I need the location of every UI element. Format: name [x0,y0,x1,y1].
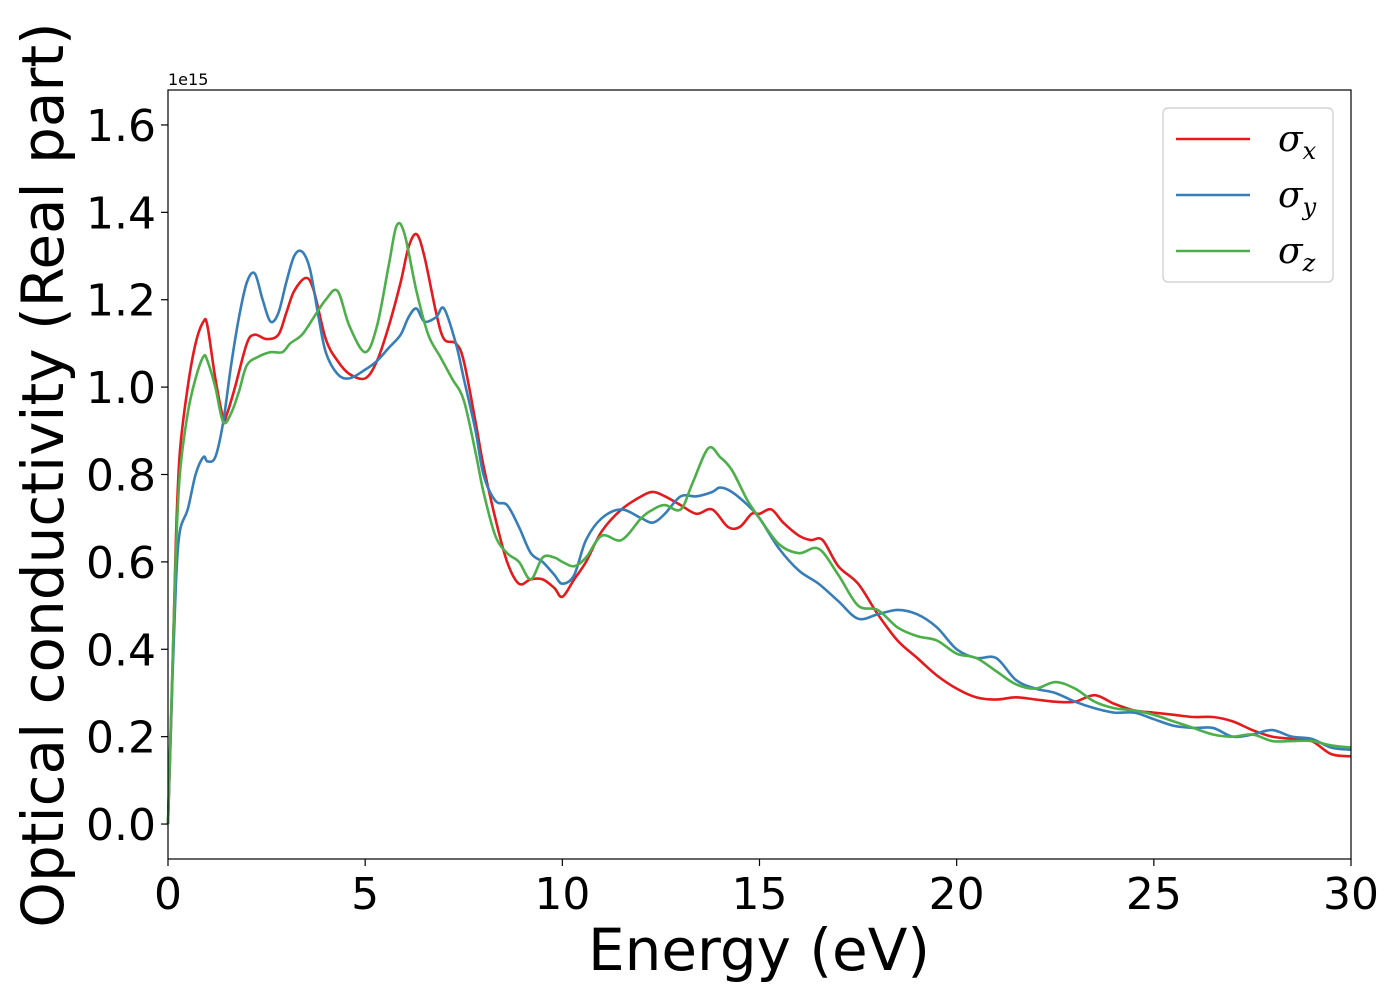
y-tick-label: 0.6 [86,538,156,589]
legend-label-y: σy [1278,175,1317,221]
series-line-y [166,249,1352,825]
legend-symbol: σ [1278,175,1304,216]
legend-symbol: σ [1278,119,1304,160]
y-tick-label: 0.8 [86,451,156,502]
x-tick-label: 10 [534,869,590,920]
y-tick-label: 1.0 [86,363,156,414]
legend-symbol: σ [1278,231,1304,272]
series-layer [166,221,1352,825]
x-tick-label: 5 [351,869,379,920]
x-tick-label: 20 [929,869,985,920]
legend-subscript: z [1302,249,1316,277]
x-tick-label: 30 [1323,869,1379,920]
x-tick-label: 25 [1126,869,1182,920]
legend-subscript: y [1302,193,1317,221]
y-offset-label: 1e15 [168,70,208,89]
y-axis-title: Optical conductivity (Real part) [9,22,77,927]
x-axis-ticks: 0 5 10 15 20 25 30 [154,859,1379,920]
plot-frame [167,89,1352,860]
y-tick-label: 0.2 [86,713,156,764]
x-tick-label: 0 [154,869,182,920]
series-line-z [166,221,1352,825]
y-tick-label: 0.4 [86,625,156,676]
legend-subscript: x [1303,137,1317,165]
legend-label-x: σx [1278,119,1317,165]
x-tick-label: 15 [732,869,788,920]
y-tick-label: 0.0 [86,800,156,851]
legend-label-z: σz [1278,231,1316,277]
y-tick-label: 1.6 [86,101,156,152]
x-axis-title: Energy (eV) [588,916,930,984]
y-axis-ticks: 0.0 0.2 0.4 0.6 0.8 1.0 1.2 1.4 1.6 [86,101,168,851]
y-tick-label: 1.4 [86,188,156,239]
series-line-x [166,232,1352,825]
y-tick-label: 1.2 [86,276,156,327]
